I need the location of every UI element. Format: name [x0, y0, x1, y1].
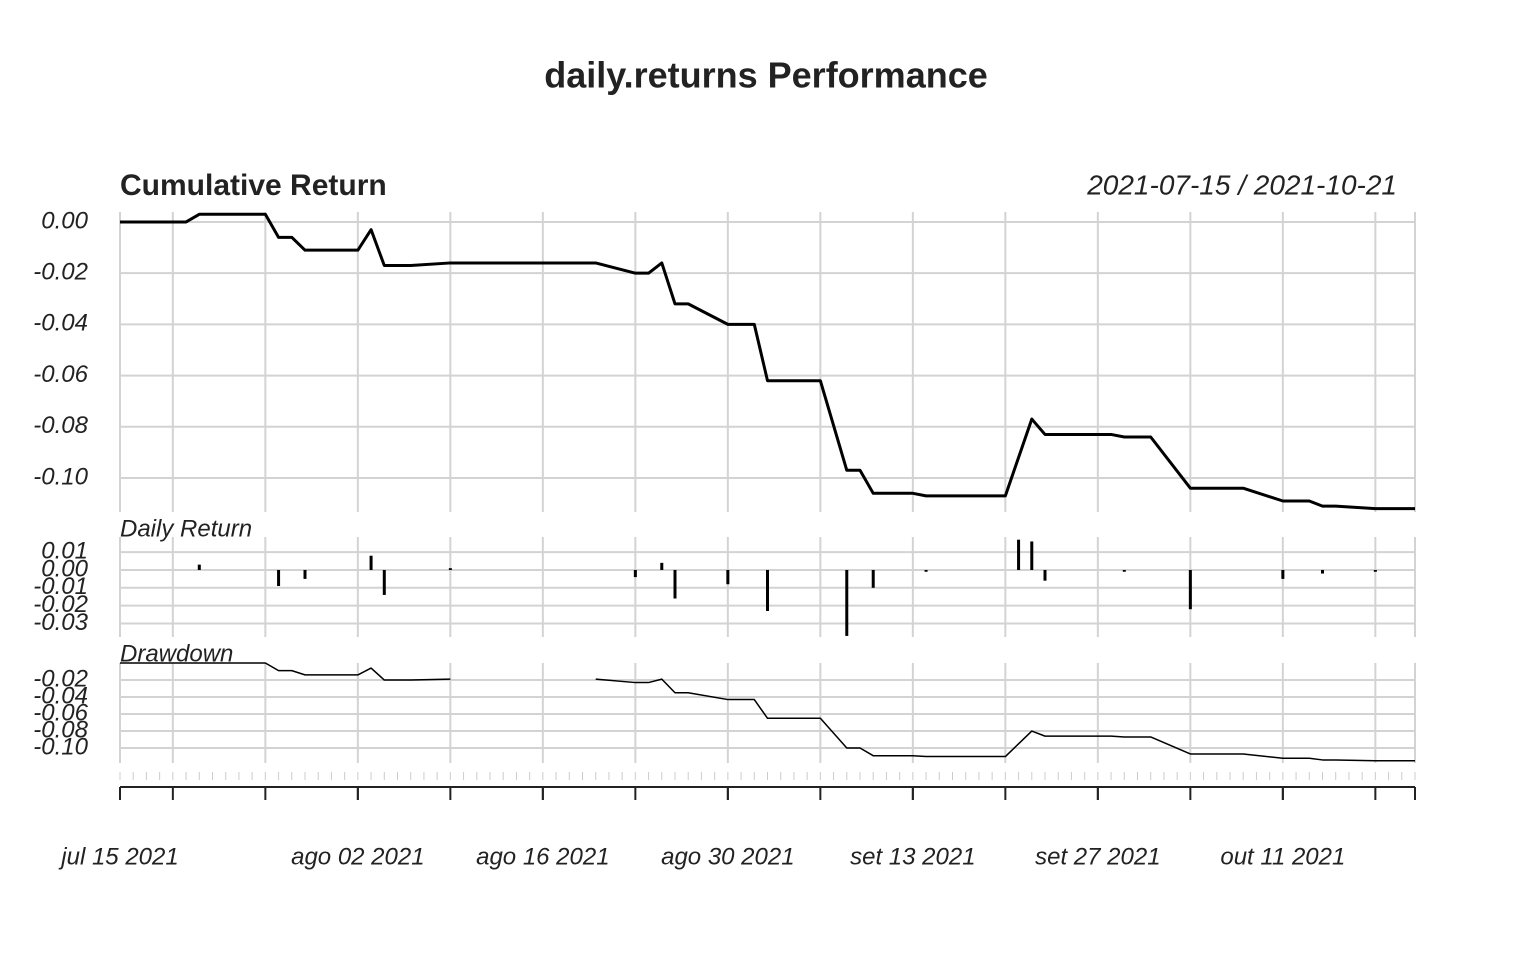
y-tick-label: -0.01: [33, 573, 88, 600]
y-tick-label: -0.10: [33, 733, 88, 760]
y-tick-label: -0.02: [33, 259, 88, 286]
bar: [1122, 569, 1126, 572]
y-tick-label: -0.02: [33, 665, 88, 692]
line: [120, 212, 1415, 511]
bar: [871, 569, 875, 588]
bar: [197, 564, 201, 570]
x-tick-label: set 13 2021: [850, 843, 975, 870]
bar: [369, 555, 373, 570]
y-tick-label: 0.00: [41, 555, 88, 582]
y-tick-label: -0.02: [33, 591, 88, 618]
y-tick-label: -0.03: [33, 609, 88, 636]
bar: [633, 569, 637, 578]
bar: [277, 569, 281, 587]
chart-title: daily.returns Performance: [544, 55, 988, 96]
panel-title: Daily Return: [120, 515, 252, 542]
bar: [1321, 569, 1324, 574]
bar: [382, 569, 386, 595]
x-tick-label: set 27 2021: [1035, 843, 1160, 870]
bar: [673, 569, 677, 599]
y-tick-label: -0.04: [33, 310, 88, 337]
y-tick-label: -0.06: [33, 361, 88, 388]
date-range: 2021-07-15 / 2021-10-21: [1086, 169, 1397, 200]
x-tick-label: ago 16 2021: [476, 843, 609, 870]
y-tick-label: 0.01: [41, 537, 88, 564]
bar: [845, 569, 849, 636]
line: [120, 662, 1415, 762]
bar: [448, 568, 452, 570]
bar: [726, 569, 730, 585]
bar: [660, 562, 664, 570]
bar: [1017, 539, 1021, 570]
x-tick-label: out 11 2021: [1220, 843, 1345, 870]
y-tick-label: -0.10: [33, 463, 88, 490]
x-tick-label: jul 15 2021: [58, 843, 178, 870]
bar: [924, 569, 928, 572]
bar: [1188, 569, 1192, 610]
bar: [303, 569, 307, 579]
y-tick-label: -0.04: [33, 682, 88, 709]
x-tick-label: ago 30 2021: [661, 843, 794, 870]
y-tick-label: -0.06: [33, 699, 88, 726]
y-tick-label: -0.08: [33, 412, 88, 439]
panel-title: Cumulative Return: [120, 169, 387, 202]
bar: [1373, 569, 1377, 572]
bar: [766, 569, 769, 611]
x-tick-label: ago 02 2021: [291, 843, 424, 870]
bar: [1281, 569, 1285, 579]
bar: [1030, 541, 1034, 570]
y-tick-label: -0.08: [33, 716, 88, 743]
y-tick-label: 0.00: [41, 207, 88, 234]
bar: [1043, 569, 1047, 581]
